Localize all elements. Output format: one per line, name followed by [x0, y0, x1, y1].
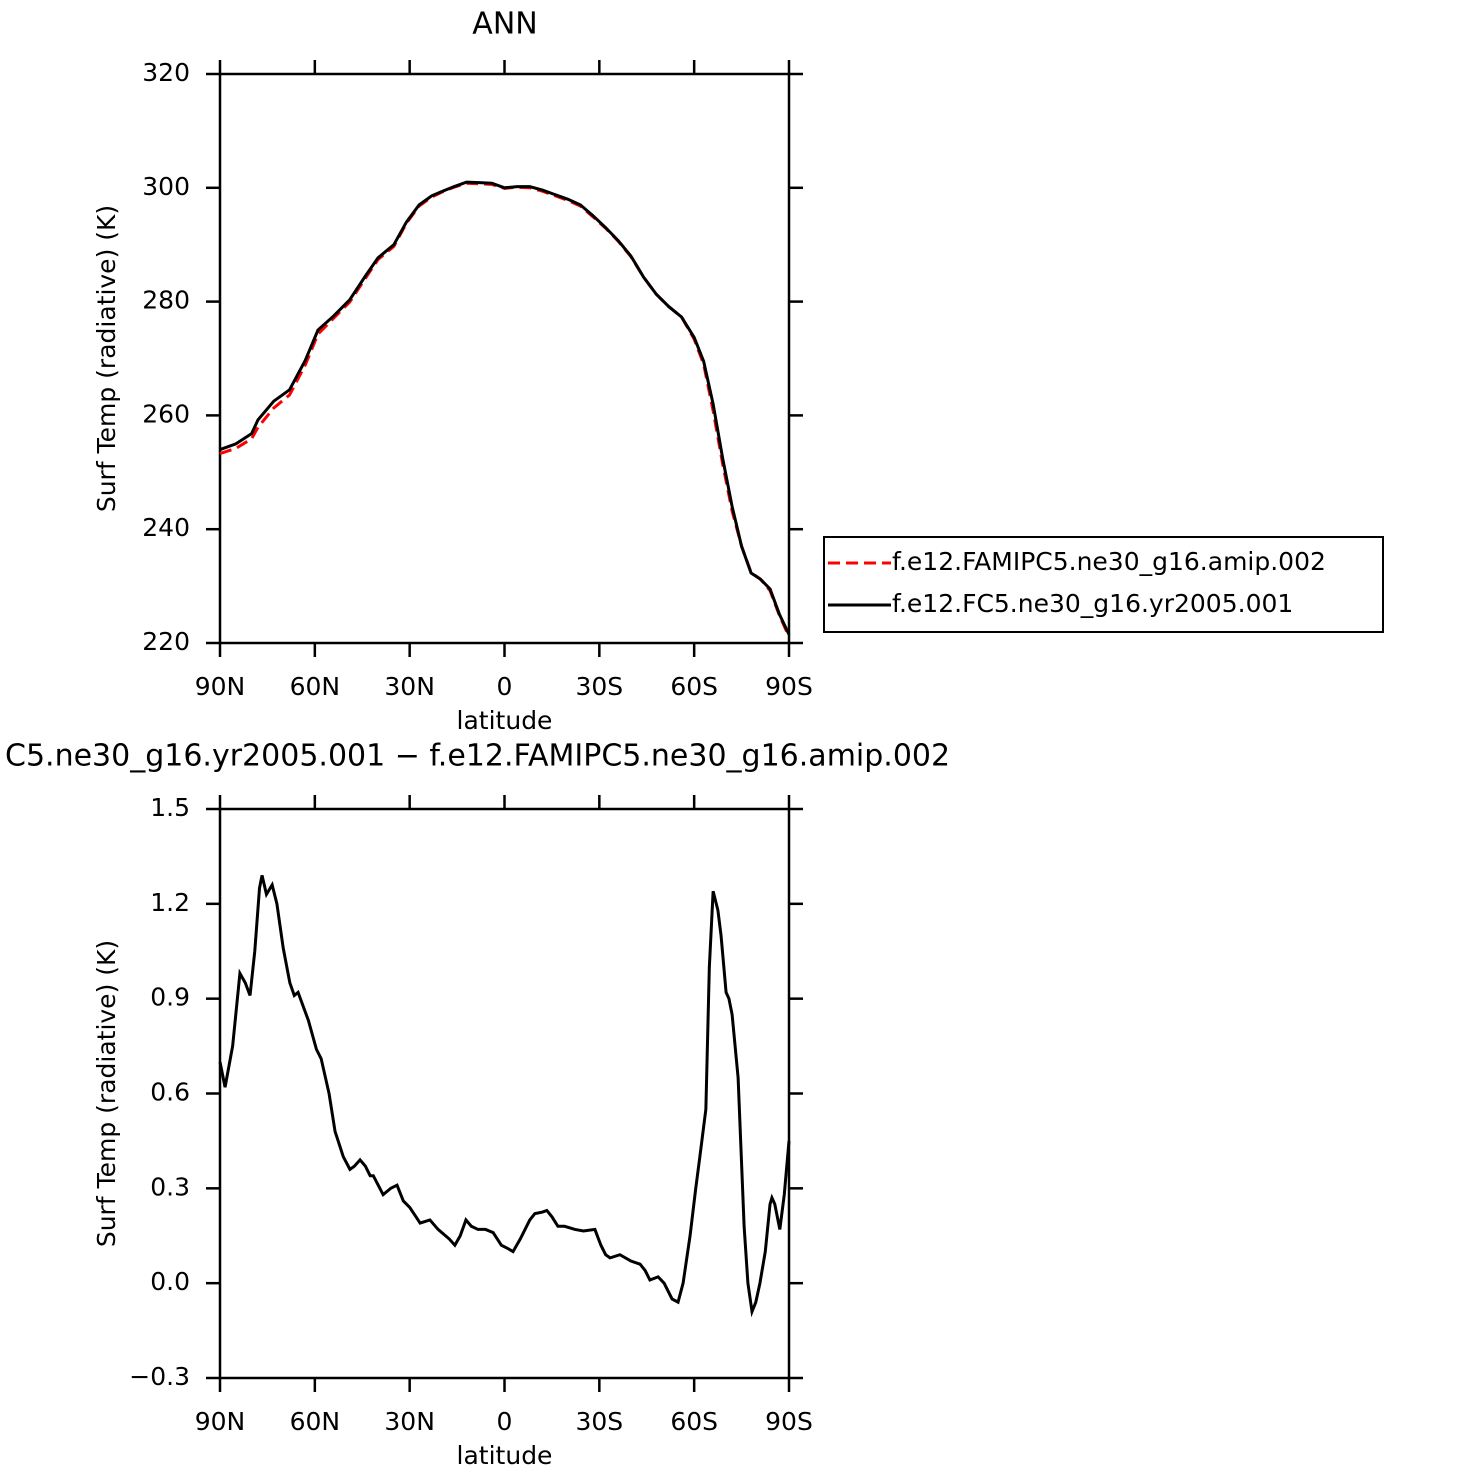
y-tick-label: −0.3	[129, 1362, 190, 1391]
y-tick-label: 280	[142, 286, 190, 315]
y-tick-label: 0.0	[150, 1267, 190, 1296]
x-tick-label: 90N	[195, 672, 246, 701]
x-tick-label: 60N	[290, 672, 341, 701]
x-tick-label: 90S	[765, 672, 813, 701]
x-tick-label: 0	[497, 1407, 513, 1436]
data-line	[218, 875, 791, 1318]
y-tick-label: 0.9	[150, 983, 190, 1012]
x-tick-label: 90S	[765, 1407, 813, 1436]
x-tick-label: 60N	[290, 1407, 341, 1436]
chart-title: ANN	[472, 7, 537, 42]
data-line	[219, 180, 791, 636]
x-tick-label: 60S	[670, 1407, 718, 1436]
x-tick-label: 0	[497, 672, 513, 701]
x-axis-label: latitude	[457, 1441, 553, 1470]
x-tick-label: 90N	[195, 1407, 246, 1436]
legend-label: f.e12.FC5.ne30_g16.yr2005.001	[892, 589, 1293, 618]
x-tick-label: 30N	[384, 672, 435, 701]
chart-title: C5.ne30_g16.yr2005.001 − f.e12.FAMIPC5.n…	[5, 739, 950, 774]
x-tick-label: 30S	[575, 672, 623, 701]
y-tick-label: 0.6	[150, 1078, 190, 1107]
x-tick-label: 30S	[575, 1407, 623, 1436]
x-tick-label: 60S	[670, 672, 718, 701]
y-tick-label: 240	[142, 513, 190, 542]
y-tick-label: 220	[142, 627, 190, 656]
plot-frame	[218, 807, 791, 1380]
legend-box	[823, 536, 1384, 633]
y-tick-label: 0.3	[150, 1172, 190, 1201]
y-axis-label: Surf Temp (radiative) (K)	[92, 940, 121, 1247]
legend-label: f.e12.FAMIPC5.ne30_g16.amip.002	[892, 547, 1326, 576]
y-axis-label: Surf Temp (radiative) (K)	[92, 205, 121, 512]
y-tick-label: 320	[142, 58, 190, 87]
y-tick-label: 1.2	[150, 888, 190, 917]
y-tick-label: 1.5	[150, 793, 190, 822]
x-axis-label: latitude	[457, 706, 553, 735]
y-tick-label: 300	[142, 172, 190, 201]
y-tick-label: 260	[142, 399, 190, 428]
x-tick-label: 30N	[384, 1407, 435, 1436]
data-line	[219, 181, 791, 638]
